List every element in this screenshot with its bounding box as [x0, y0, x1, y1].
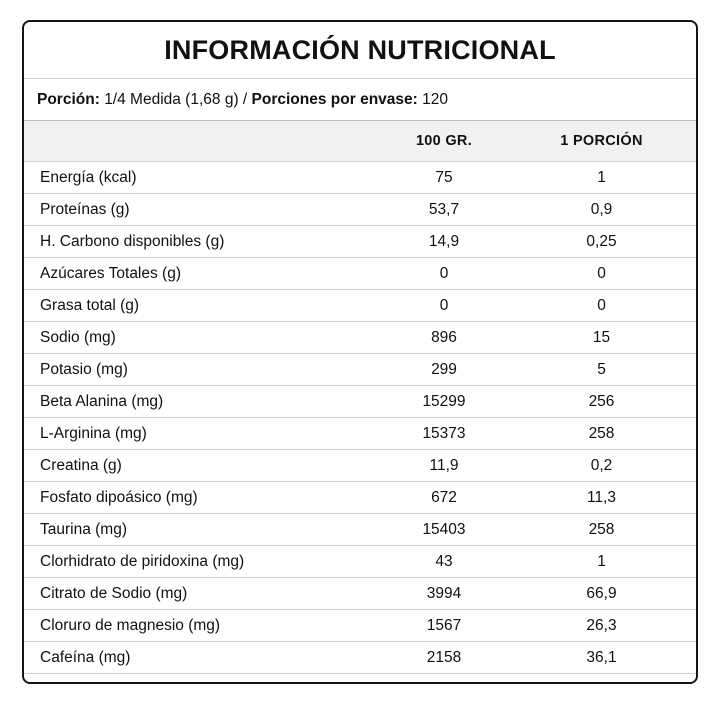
- servings-value: 120: [422, 90, 448, 108]
- nutrient-name: Grasa total (g): [40, 296, 140, 314]
- value-per-100: 15403: [422, 520, 466, 538]
- table-row: Creatina (g) 11,9 0,2: [24, 450, 696, 482]
- value-per-100: 15299: [422, 392, 466, 410]
- nutrient-name: Clorhidrato de piridoxina (mg): [40, 552, 245, 570]
- table-row: L-Arginina (mg) 15373 258: [24, 418, 696, 450]
- value-per-portion: 66,9: [586, 584, 617, 602]
- nutrient-name: Citrato de Sodio (mg): [40, 584, 188, 602]
- table-row: Grasa total (g) 0 0: [24, 290, 696, 322]
- value-per-100: 672: [431, 488, 457, 506]
- value-per-100: 3994: [426, 584, 462, 602]
- nutrient-name: Potasio (mg): [40, 360, 128, 378]
- nutrient-name: H. Carbono disponibles (g): [40, 232, 225, 250]
- header-per-portion: 1 PORCIÓN: [560, 133, 643, 149]
- nutrient-name: Cafeína (mg): [40, 648, 131, 666]
- portion-value: 1/4 Medida (1,68 g): [104, 90, 239, 108]
- nutrient-name: Creatina (g): [40, 456, 122, 474]
- header-per-100: 100 GR.: [415, 133, 473, 149]
- portion-label: Porción:: [37, 90, 100, 108]
- table-row: Cafeína (mg) 2158 36,1: [24, 642, 696, 674]
- value-per-portion: 256: [588, 392, 615, 410]
- table-row: Azúcares Totales (g) 0 0: [24, 258, 696, 290]
- portion-separator: /: [242, 90, 248, 108]
- nutrition-facts-panel: INFORMACIÓN NUTRICIONAL Porción: 1/4 Med…: [22, 20, 698, 684]
- table-row: Sodio (mg) 896 15: [24, 322, 696, 354]
- value-per-portion: 36,1: [586, 648, 617, 666]
- value-per-100: 11,9: [429, 456, 459, 474]
- value-per-portion: 258: [588, 520, 615, 538]
- table-header: 100 GR. 1 PORCIÓN: [24, 121, 696, 162]
- value-per-portion: 0,25: [586, 232, 617, 250]
- value-per-100: 2158: [426, 648, 462, 666]
- table-row: Beta Alanina (mg) 15299 256: [24, 386, 696, 418]
- value-per-100: 1567: [426, 616, 462, 634]
- nutrient-name: Fosfato dipoásico (mg): [40, 488, 198, 506]
- nutrient-name: Beta Alanina (mg): [40, 392, 164, 410]
- portion-line: Porción: 1/4 Medida (1,68 g) / Porciones…: [24, 79, 696, 121]
- value-per-100: 43: [435, 552, 453, 570]
- panel-title: INFORMACIÓN NUTRICIONAL: [24, 22, 696, 79]
- table-row: Proteínas (g) 53,7 0,9: [24, 194, 696, 226]
- value-per-100: 0: [439, 264, 449, 282]
- table-row: Citrato de Sodio (mg) 3994 66,9: [24, 578, 696, 610]
- value-per-portion: 1: [597, 168, 606, 186]
- table-row: Potasio (mg) 299 5: [24, 354, 696, 386]
- value-per-portion: 0: [597, 296, 606, 314]
- nutrient-name: Proteínas (g): [40, 200, 130, 218]
- table-row: Clorhidrato de piridoxina (mg) 43 1: [24, 546, 696, 578]
- value-per-portion: 15: [592, 328, 611, 346]
- value-per-portion: 0,9: [590, 200, 613, 218]
- value-per-portion: 0,2: [590, 456, 613, 474]
- nutrient-name: Sodio (mg): [40, 328, 116, 346]
- servings-label: Porciones por envase:: [251, 90, 418, 108]
- nutrient-rows: Energía (kcal) 75 1 Proteínas (g) 53,7 0,9 H. …: [24, 162, 696, 674]
- table-row: Cloruro de magnesio (mg) 1567 26,3: [24, 610, 696, 642]
- value-per-100: 0: [439, 296, 449, 314]
- value-per-portion: 26,3: [586, 616, 617, 634]
- nutrient-name: Cloruro de magnesio (mg): [40, 616, 221, 634]
- value-per-portion: 11,3: [586, 488, 617, 506]
- value-per-100: 53,7: [428, 200, 460, 218]
- nutrient-name: Energía (kcal): [40, 168, 137, 186]
- value-per-portion: 258: [588, 424, 615, 442]
- value-per-100: 299: [431, 360, 457, 378]
- value-per-portion: 0: [597, 264, 606, 282]
- value-per-portion: 5: [597, 360, 606, 378]
- value-per-100: 14,9: [428, 232, 460, 250]
- table-row: H. Carbono disponibles (g) 14,9 0,25: [24, 226, 696, 258]
- table-row: Energía (kcal) 75 1: [24, 162, 696, 194]
- nutrient-name: Taurina (mg): [40, 520, 127, 538]
- table-row: Fosfato dipoásico (mg) 672 11,3: [24, 482, 696, 514]
- table-row: Taurina (mg) 15403 258: [24, 514, 696, 546]
- value-per-100: 15373: [422, 424, 466, 442]
- nutrient-name: L-Arginina (mg): [40, 424, 147, 442]
- value-per-portion: 1: [597, 552, 606, 570]
- value-per-100: 75: [435, 168, 453, 186]
- nutrient-name: Azúcares Totales (g): [40, 264, 181, 282]
- value-per-100: 896: [431, 328, 457, 346]
